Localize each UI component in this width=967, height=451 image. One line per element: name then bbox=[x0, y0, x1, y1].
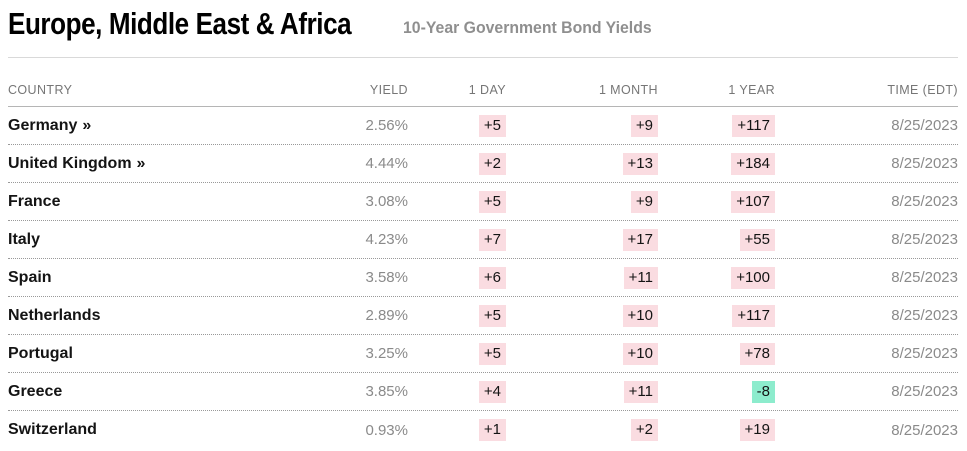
table-row: Italy 4.23% +7 +17 +55 8/25/2023 bbox=[8, 221, 958, 259]
country-cell: Portugal bbox=[8, 345, 280, 363]
time-value: 8/25/2023 bbox=[891, 155, 958, 172]
country-name: Switzerland bbox=[8, 421, 97, 438]
change-1year-badge: +100 bbox=[731, 266, 775, 289]
yield-value: 3.85% bbox=[365, 383, 408, 400]
change-1year-badge: +78 bbox=[739, 342, 775, 365]
table-row: Portugal 3.25% +5 +10 +78 8/25/2023 bbox=[8, 335, 958, 373]
change-1year-badge: -8 bbox=[751, 380, 775, 403]
change-1day-badge: +6 bbox=[478, 266, 506, 289]
change-1month-badge: +10 bbox=[622, 342, 658, 365]
time-value: 8/25/2023 bbox=[891, 345, 958, 362]
change-1day-badge: +1 bbox=[478, 419, 506, 441]
country-link[interactable]: United Kingdom bbox=[8, 154, 132, 172]
yield-value: 2.89% bbox=[365, 307, 408, 324]
change-1month-badge: +9 bbox=[630, 190, 658, 213]
table-row: Spain 3.58% +6 +11 +100 8/25/2023 bbox=[8, 259, 958, 297]
country-cell: Switzerland bbox=[8, 421, 280, 439]
yield-value: 3.25% bbox=[365, 345, 408, 362]
change-1month-badge: +10 bbox=[622, 304, 658, 327]
time-value: 8/25/2023 bbox=[891, 193, 958, 210]
change-1year-badge: +19 bbox=[739, 419, 775, 441]
change-1month-badge: +2 bbox=[630, 419, 658, 441]
table-header-row: COUNTRY YIELD 1 DAY 1 MONTH 1 YEAR TIME … bbox=[8, 58, 958, 107]
col-header-1year: 1 YEAR bbox=[728, 83, 775, 97]
table-row: United Kingdom» 4.44% +2 +13 +184 8/25/2… bbox=[8, 145, 958, 183]
country-name: France bbox=[8, 192, 61, 210]
country-cell: Greece bbox=[8, 383, 280, 401]
col-header-yield: YIELD bbox=[369, 83, 408, 97]
country-link-marker[interactable]: » bbox=[82, 116, 92, 134]
country-name: Greece bbox=[8, 382, 63, 400]
time-value: 8/25/2023 bbox=[891, 117, 958, 134]
country-name: Netherlands bbox=[8, 306, 101, 324]
country-cell: Italy bbox=[8, 231, 280, 249]
yield-value: 3.58% bbox=[365, 269, 408, 286]
country-cell: France bbox=[8, 193, 280, 211]
country-cell[interactable]: Germany» bbox=[8, 117, 280, 135]
page-title: Europe, Middle East & Africa bbox=[8, 6, 352, 41]
col-header-1day: 1 DAY bbox=[468, 83, 506, 97]
page-header: Europe, Middle East & Africa 10-Year Gov… bbox=[8, 0, 958, 58]
yield-value: 3.08% bbox=[365, 193, 408, 210]
time-value: 8/25/2023 bbox=[891, 269, 958, 286]
country-cell[interactable]: United Kingdom» bbox=[8, 155, 280, 173]
change-1year-badge: +117 bbox=[732, 114, 775, 137]
change-1year-badge: +55 bbox=[739, 228, 775, 251]
change-1day-badge: +5 bbox=[478, 114, 506, 137]
table-row: Greece 3.85% +4 +11 -8 8/25/2023 bbox=[8, 373, 958, 411]
change-1month-badge: +9 bbox=[630, 114, 658, 137]
time-value: 8/25/2023 bbox=[891, 307, 958, 324]
table-row: Germany» 2.56% +5 +9 +117 8/25/2023 bbox=[8, 107, 958, 145]
change-1year-badge: +107 bbox=[731, 190, 775, 213]
time-value: 8/25/2023 bbox=[891, 421, 958, 439]
change-1month-badge: +17 bbox=[622, 228, 658, 251]
change-1year-badge: +117 bbox=[732, 304, 775, 327]
table-row: Netherlands 2.89% +5 +10 +117 8/25/2023 bbox=[8, 297, 958, 335]
yield-value: 2.56% bbox=[365, 117, 408, 134]
time-value: 8/25/2023 bbox=[891, 231, 958, 248]
change-1day-badge: +5 bbox=[478, 342, 506, 365]
yield-value: 0.93% bbox=[365, 421, 408, 439]
change-1year-badge: +184 bbox=[731, 152, 775, 175]
time-value: 8/25/2023 bbox=[891, 383, 958, 400]
change-1month-badge: +13 bbox=[622, 152, 658, 175]
col-header-country: COUNTRY bbox=[8, 83, 73, 97]
change-1day-badge: +4 bbox=[478, 380, 506, 403]
yield-value: 4.44% bbox=[365, 155, 408, 172]
country-name: Italy bbox=[8, 230, 41, 248]
page-subtitle: 10-Year Government Bond Yields bbox=[403, 18, 652, 37]
table-row: Switzerland 0.93% +1 +2 +19 8/25/2023 bbox=[8, 411, 958, 449]
country-name: Spain bbox=[8, 268, 52, 286]
table-row: France 3.08% +5 +9 +107 8/25/2023 bbox=[8, 183, 958, 221]
country-cell: Spain bbox=[8, 269, 280, 287]
yield-value: 4.23% bbox=[365, 231, 408, 248]
col-header-time: TIME (EDT) bbox=[887, 83, 958, 97]
change-1month-badge: +11 bbox=[623, 266, 658, 289]
country-link-marker[interactable]: » bbox=[136, 154, 146, 172]
change-1day-badge: +5 bbox=[478, 190, 506, 213]
change-1day-badge: +7 bbox=[478, 228, 506, 251]
country-name: Portugal bbox=[8, 344, 73, 362]
country-cell: Netherlands bbox=[8, 307, 280, 325]
col-header-1month: 1 MONTH bbox=[598, 83, 658, 97]
change-1day-badge: +5 bbox=[478, 304, 506, 327]
country-link[interactable]: Germany bbox=[8, 116, 78, 134]
change-1month-badge: +11 bbox=[623, 380, 658, 403]
change-1day-badge: +2 bbox=[478, 152, 506, 175]
